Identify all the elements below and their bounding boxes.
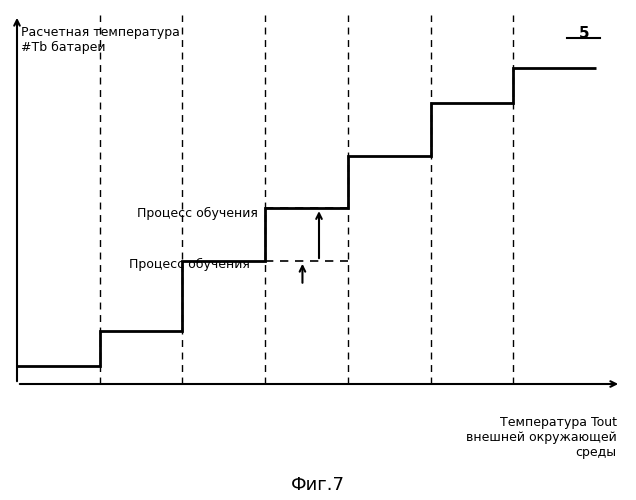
Text: Температура Tout
внешней окружающей
среды: Температура Tout внешней окружающей сред… (466, 416, 617, 459)
Text: Расчетная температура
#Tb батареи: Расчетная температура #Tb батареи (21, 26, 180, 54)
Text: Процесс обучения: Процесс обучения (128, 258, 249, 271)
Text: 5: 5 (579, 26, 589, 40)
Text: Процесс обучения: Процесс обучения (137, 207, 258, 220)
Text: Фиг.7: Фиг.7 (291, 476, 345, 494)
